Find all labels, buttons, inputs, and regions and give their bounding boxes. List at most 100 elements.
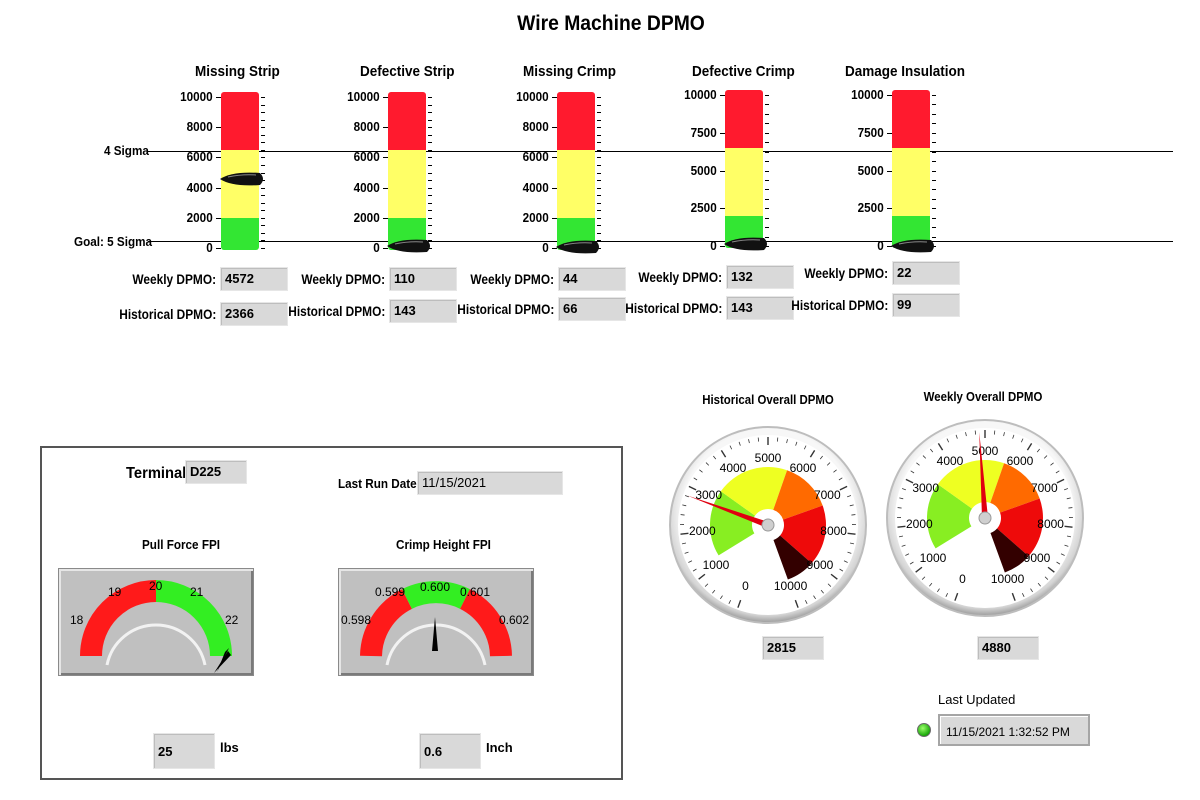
- minor-tick: [932, 170, 936, 172]
- dial-value-field[interactable]: 2815: [762, 636, 824, 660]
- scale-tick: [887, 170, 892, 172]
- weekly-dpmo-label: Weekly DPMO:: [804, 266, 888, 281]
- minor-tick: [597, 240, 601, 242]
- minor-tick: [261, 248, 265, 249]
- weekly-dpmo-field[interactable]: 4572: [220, 267, 288, 291]
- historical-dpmo-field[interactable]: 99: [892, 293, 960, 317]
- minor-tick: [765, 170, 769, 172]
- minor-tick: [261, 104, 265, 106]
- minor-tick: [597, 210, 601, 212]
- weekly-dpmo-field[interactable]: 22: [892, 261, 960, 285]
- scale-tick: [552, 187, 557, 189]
- scale-tick: [216, 127, 221, 129]
- dial-tick-label: 9000: [1023, 550, 1051, 565]
- red-zone: [221, 92, 259, 151]
- pull-tick-1: 19: [108, 585, 122, 599]
- crimp-tick-4: 0.602: [499, 613, 530, 627]
- minor-tick: [428, 232, 432, 234]
- minor-tick: [932, 179, 936, 181]
- historical-dpmo-field[interactable]: 143: [726, 296, 794, 320]
- historical-dpmo-label: Historical DPMO:: [790, 298, 888, 313]
- terminal-field[interactable]: D225: [185, 460, 247, 484]
- dpmo-bar: [892, 90, 930, 248]
- scale-tick-label: 8000: [522, 119, 549, 135]
- minor-tick: [932, 104, 936, 106]
- scale-tick-label: 7500: [690, 124, 717, 140]
- minor-tick: [932, 227, 936, 229]
- weekly-dpmo-field[interactable]: 110: [389, 267, 457, 291]
- crimp-tick-0: 0.598: [341, 613, 372, 627]
- crimp-height-gauge: 0.598 0.599 0.600 0.601 0.602: [338, 568, 534, 676]
- minor-tick: [261, 149, 265, 151]
- minor-tick: [428, 134, 432, 136]
- scale-tick-label: 2000: [186, 209, 213, 225]
- scale-tick-label: 10000: [347, 89, 380, 104]
- last-run-label: Last Run Date:: [338, 476, 421, 491]
- historical-dpmo-label: Historical DPMO:: [624, 301, 722, 316]
- weekly-dpmo-field[interactable]: 132: [726, 265, 794, 289]
- minor-tick: [765, 208, 769, 210]
- historical-dpmo-field[interactable]: 2366: [220, 302, 288, 326]
- yellow-zone: [557, 150, 595, 219]
- historical-dpmo-field[interactable]: 66: [558, 297, 626, 321]
- scale-tick-label: 0: [710, 238, 717, 253]
- red-zone: [892, 90, 930, 149]
- minor-tick: [765, 227, 769, 229]
- minor-tick: [765, 189, 769, 191]
- scale-tick: [216, 157, 221, 159]
- minor-tick: [428, 104, 432, 106]
- scale-tick: [887, 208, 892, 210]
- minor-tick: [261, 232, 265, 234]
- minor-tick: [428, 97, 432, 98]
- weekly-dpmo-label: Weekly DPMO:: [132, 272, 216, 287]
- scale-tick-label: 6000: [186, 149, 213, 165]
- minor-tick: [932, 123, 936, 125]
- scale-tick: [383, 187, 388, 189]
- minor-tick: [428, 142, 432, 144]
- minor-tick: [428, 210, 432, 212]
- weekly-dpmo-label: Weekly DPMO:: [301, 272, 385, 287]
- pull-force-arc: [80, 580, 232, 673]
- minor-tick: [261, 134, 265, 136]
- scale-tick: [552, 217, 557, 219]
- pull-force-value[interactable]: 25: [153, 733, 215, 769]
- minor-tick: [765, 151, 769, 153]
- overall-dpmo-dial: [669, 426, 867, 624]
- dpmo-pointer: [220, 172, 263, 186]
- scale-tick-label: 4000: [522, 179, 549, 195]
- minor-tick: [261, 240, 265, 242]
- pull-tick-0: 18: [70, 613, 84, 627]
- scale-tick: [383, 127, 388, 129]
- minor-tick: [597, 180, 601, 182]
- dial-needle: [687, 495, 775, 532]
- scale-tick: [216, 217, 221, 219]
- minor-tick: [932, 208, 936, 210]
- dpmo-bar: [388, 92, 426, 250]
- red-zone: [557, 92, 595, 151]
- scale-tick: [216, 187, 221, 189]
- crimp-height-value[interactable]: 0.6: [419, 733, 481, 769]
- minor-tick: [765, 113, 769, 115]
- four-sigma-line: [148, 151, 1173, 152]
- last-run-field[interactable]: 11/15/2021: [417, 471, 563, 495]
- last-updated-field[interactable]: 11/15/2021 1:32:52 PM: [938, 714, 1090, 746]
- scale-tick-label: 0: [373, 240, 380, 255]
- minor-tick: [597, 119, 601, 121]
- minor-tick: [597, 104, 601, 106]
- minor-tick: [932, 151, 936, 153]
- scale-tick-label: 2000: [353, 209, 380, 225]
- dial-tick-label: 3000: [912, 481, 940, 496]
- minor-tick: [261, 195, 265, 197]
- minor-tick: [597, 157, 601, 159]
- weekly-dpmo-field[interactable]: 44: [558, 267, 626, 291]
- dial-needle: [978, 432, 992, 525]
- dial-tick-label: 6000: [789, 461, 817, 476]
- dial-title: Weekly Overall DPMO: [923, 389, 1043, 404]
- scale-tick: [552, 157, 557, 159]
- goal-label: Goal: 5 Sigma: [74, 234, 153, 249]
- minor-tick: [428, 164, 432, 166]
- historical-dpmo-field[interactable]: 143: [389, 299, 457, 323]
- dial-value-field[interactable]: 4880: [977, 636, 1039, 660]
- minor-tick: [765, 236, 769, 238]
- scale-tick-label: 4000: [186, 179, 213, 195]
